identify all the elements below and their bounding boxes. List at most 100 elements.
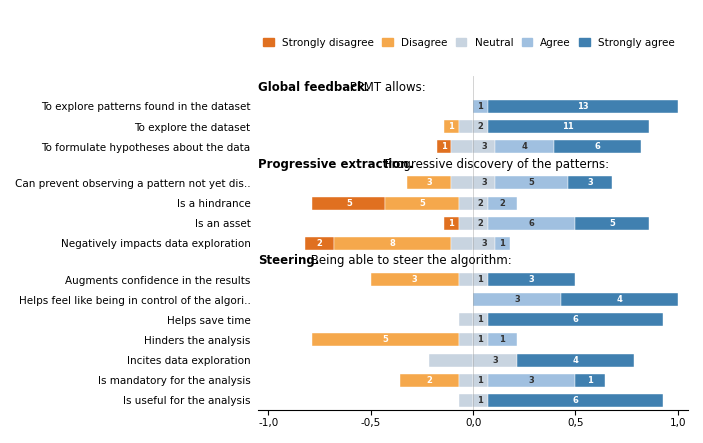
Bar (458, 334, 473, 346)
Text: 3: 3 (529, 376, 534, 385)
Bar (437, 140, 451, 153)
Bar (370, 273, 458, 286)
Bar (473, 100, 488, 113)
Bar (495, 140, 553, 153)
Text: Progressive discovery of the patterns:: Progressive discovery of the patterns: (381, 158, 609, 171)
Text: 1: 1 (477, 376, 484, 385)
Text: 1: 1 (477, 335, 484, 344)
Text: 6: 6 (572, 396, 579, 405)
Text: 1: 1 (587, 376, 593, 385)
Text: 5: 5 (419, 198, 425, 208)
Bar (451, 176, 473, 190)
Text: 2: 2 (477, 198, 484, 208)
Text: 2: 2 (499, 198, 505, 208)
Text: Steering.: Steering. (258, 254, 320, 268)
Bar (334, 237, 451, 250)
Bar (458, 313, 473, 326)
Bar (488, 394, 663, 407)
Text: 4: 4 (522, 142, 527, 151)
Bar (553, 140, 641, 153)
Bar (385, 197, 458, 210)
Bar (488, 334, 517, 346)
Bar (561, 293, 678, 306)
Bar (458, 373, 473, 387)
Bar (488, 313, 663, 326)
Text: 3: 3 (492, 356, 498, 365)
Bar (488, 273, 576, 286)
Bar (444, 217, 458, 230)
Text: 2: 2 (477, 122, 484, 131)
Bar (458, 217, 473, 230)
Text: 6: 6 (572, 315, 579, 324)
Bar (473, 334, 488, 346)
Text: PPMT allows:: PPMT allows: (347, 82, 426, 94)
Bar (473, 313, 488, 326)
Bar (458, 273, 473, 286)
Bar (488, 197, 517, 210)
Bar (305, 237, 334, 250)
Text: 8: 8 (390, 239, 396, 248)
Text: 3: 3 (482, 179, 487, 187)
Text: 3: 3 (529, 275, 534, 284)
Text: 3: 3 (427, 179, 432, 187)
Text: 6: 6 (529, 219, 534, 228)
Legend: Strongly disagree, Disagree, Neutral, Agree, Strongly agree: Strongly disagree, Disagree, Neutral, Ag… (264, 38, 675, 48)
Bar (473, 176, 495, 190)
Bar (495, 237, 510, 250)
Bar (451, 140, 473, 153)
Bar (568, 176, 612, 190)
Text: 1: 1 (477, 315, 484, 324)
Text: 1: 1 (477, 102, 484, 111)
Bar (444, 120, 458, 133)
Bar (400, 373, 458, 387)
Text: 11: 11 (562, 122, 574, 131)
Text: 1: 1 (449, 122, 454, 131)
Bar (451, 237, 473, 250)
Text: 3: 3 (412, 275, 418, 284)
Text: 1: 1 (499, 335, 505, 344)
Bar (488, 217, 576, 230)
Text: 2: 2 (477, 219, 484, 228)
Text: 1: 1 (477, 275, 484, 284)
Bar (473, 237, 495, 250)
Text: 5: 5 (382, 335, 388, 344)
Bar (517, 354, 634, 367)
Bar (473, 354, 517, 367)
Bar (576, 217, 649, 230)
Bar (473, 273, 488, 286)
Bar (473, 217, 488, 230)
Text: Global feedback.: Global feedback. (258, 82, 370, 94)
Bar (458, 120, 473, 133)
Text: 1: 1 (477, 396, 484, 405)
Bar (407, 176, 451, 190)
Text: 5: 5 (529, 179, 534, 187)
Text: 5: 5 (346, 198, 352, 208)
Text: 1: 1 (499, 239, 505, 248)
Text: 2: 2 (426, 376, 432, 385)
Bar (488, 373, 576, 387)
Text: 6: 6 (595, 142, 600, 151)
Bar (458, 197, 473, 210)
Bar (495, 176, 568, 190)
Text: Being able to steer the algorithm:: Being able to steer the algorithm: (307, 254, 511, 268)
Text: 2: 2 (317, 239, 323, 248)
Bar (473, 394, 488, 407)
Text: 13: 13 (577, 102, 588, 111)
Bar (473, 140, 495, 153)
Text: 4: 4 (617, 295, 622, 304)
Bar (576, 373, 605, 387)
Bar (430, 354, 473, 367)
Bar (473, 120, 488, 133)
Bar (312, 334, 458, 346)
Text: 4: 4 (572, 356, 579, 365)
Text: 1: 1 (449, 219, 454, 228)
Text: Progressive extraction.: Progressive extraction. (258, 158, 413, 171)
Text: 1: 1 (441, 142, 447, 151)
Text: 3: 3 (482, 239, 487, 248)
Bar (473, 373, 488, 387)
Bar (458, 394, 473, 407)
Bar (488, 120, 649, 133)
Text: 3: 3 (482, 142, 487, 151)
Bar (488, 100, 678, 113)
Bar (473, 197, 488, 210)
